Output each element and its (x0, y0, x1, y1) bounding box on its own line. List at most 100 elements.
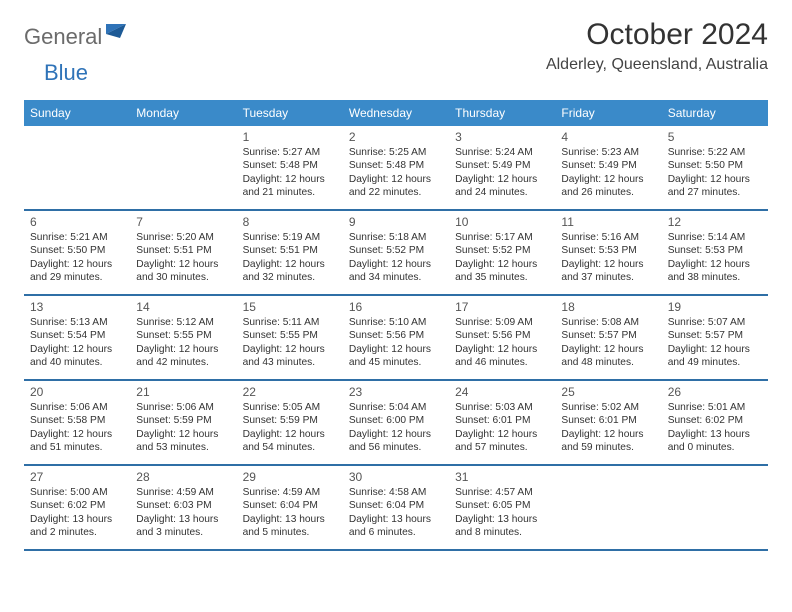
sunrise-text: Sunrise: 5:08 AM (561, 316, 655, 329)
calendar-day-cell: 12Sunrise: 5:14 AMSunset: 5:53 PMDayligh… (662, 211, 768, 294)
sunrise-text: Sunrise: 4:58 AM (349, 486, 443, 499)
calendar-day-cell: 28Sunrise: 4:59 AMSunset: 6:03 PMDayligh… (130, 466, 236, 549)
sunrise-text: Sunrise: 5:19 AM (243, 231, 337, 244)
calendar-day-cell: 10Sunrise: 5:17 AMSunset: 5:52 PMDayligh… (449, 211, 555, 294)
calendar-day-cell: 3 Sunrise: 5:24 AMSunset: 5:49 PMDaylight… (449, 126, 555, 209)
daylight-text: Daylight: 12 hours and 48 minutes. (561, 343, 653, 370)
sunrise-text: Sunrise: 5:06 AM (30, 401, 124, 414)
calendar-day-cell: 18Sunrise: 5:08 AMSunset: 5:57 PMDayligh… (555, 296, 661, 379)
sunrise-text: Sunrise: 5:27 AM (243, 146, 337, 159)
sunset-text: Sunset: 6:00 PM (349, 414, 443, 427)
sunset-text: Sunset: 5:52 PM (349, 244, 443, 257)
sunrise-text: Sunrise: 5:24 AM (455, 146, 549, 159)
calendar-head-cell: Tuesday (237, 100, 343, 126)
daylight-text: Daylight: 12 hours and 56 minutes. (349, 428, 441, 455)
calendar-day-cell (24, 126, 130, 209)
title-block: October 2024 Alderley, Queensland, Austr… (546, 18, 768, 74)
calendar-day-cell: 26Sunrise: 5:01 AMSunset: 6:02 PMDayligh… (662, 381, 768, 464)
calendar-day-cell: 24Sunrise: 5:03 AMSunset: 6:01 PMDayligh… (449, 381, 555, 464)
calendar: SundayMondayTuesdayWednesdayThursdayFrid… (24, 100, 768, 551)
day-number: 10 (455, 215, 549, 229)
day-number: 12 (668, 215, 762, 229)
daylight-text: Daylight: 12 hours and 49 minutes. (668, 343, 760, 370)
calendar-day-cell: 4Sunrise: 5:23 AMSunset: 5:49 PMDaylight… (555, 126, 661, 209)
calendar-week-row: 27Sunrise: 5:00 AMSunset: 6:02 PMDayligh… (24, 466, 768, 551)
daylight-text: Daylight: 13 hours and 2 minutes. (30, 513, 122, 540)
daylight-text: Daylight: 12 hours and 45 minutes. (349, 343, 441, 370)
day-number: 3 (455, 130, 549, 144)
daylight-text: Daylight: 12 hours and 59 minutes. (561, 428, 653, 455)
calendar-day-cell: 31Sunrise: 4:57 AMSunset: 6:05 PMDayligh… (449, 466, 555, 549)
sunset-text: Sunset: 5:55 PM (243, 329, 337, 342)
sunrise-text: Sunrise: 5:09 AM (455, 316, 549, 329)
sunset-text: Sunset: 5:58 PM (30, 414, 124, 427)
calendar-head-cell: Sunday (24, 100, 130, 126)
calendar-day-cell: 6Sunrise: 5:21 AMSunset: 5:50 PMDaylight… (24, 211, 130, 294)
sunset-text: Sunset: 6:02 PM (30, 499, 124, 512)
brand-word2: Blue (44, 60, 88, 85)
calendar-day-cell: 17Sunrise: 5:09 AMSunset: 5:56 PMDayligh… (449, 296, 555, 379)
daylight-text: Daylight: 13 hours and 5 minutes. (243, 513, 335, 540)
day-number: 1 (243, 130, 337, 144)
daylight-text: Daylight: 12 hours and 40 minutes. (30, 343, 122, 370)
calendar-day-cell: 14Sunrise: 5:12 AMSunset: 5:55 PMDayligh… (130, 296, 236, 379)
day-number: 7 (136, 215, 230, 229)
sunrise-text: Sunrise: 5:12 AM (136, 316, 230, 329)
day-number: 8 (243, 215, 337, 229)
sunrise-text: Sunrise: 5:04 AM (349, 401, 443, 414)
sunset-text: Sunset: 5:50 PM (668, 159, 762, 172)
daylight-text: Daylight: 13 hours and 8 minutes. (455, 513, 547, 540)
daylight-text: Daylight: 12 hours and 43 minutes. (243, 343, 335, 370)
sunset-text: Sunset: 5:48 PM (349, 159, 443, 172)
calendar-day-cell: 7Sunrise: 5:20 AMSunset: 5:51 PMDaylight… (130, 211, 236, 294)
calendar-day-cell: 16Sunrise: 5:10 AMSunset: 5:56 PMDayligh… (343, 296, 449, 379)
calendar-day-cell: 21Sunrise: 5:06 AMSunset: 5:59 PMDayligh… (130, 381, 236, 464)
sunrise-text: Sunrise: 5:00 AM (30, 486, 124, 499)
sunrise-text: Sunrise: 5:14 AM (668, 231, 762, 244)
sunset-text: Sunset: 5:49 PM (455, 159, 549, 172)
sunrise-text: Sunrise: 5:16 AM (561, 231, 655, 244)
sunset-text: Sunset: 5:59 PM (243, 414, 337, 427)
sunrise-text: Sunrise: 4:59 AM (243, 486, 337, 499)
calendar-body: 1Sunrise: 5:27 AMSunset: 5:48 PMDaylight… (24, 126, 768, 551)
day-number: 31 (455, 470, 549, 484)
sunset-text: Sunset: 6:01 PM (561, 414, 655, 427)
calendar-day-cell (130, 126, 236, 209)
daylight-text: Daylight: 12 hours and 22 minutes. (349, 173, 441, 200)
calendar-head-cell: Wednesday (343, 100, 449, 126)
sunrise-text: Sunrise: 5:23 AM (561, 146, 655, 159)
day-number: 4 (561, 130, 655, 144)
daylight-text: Daylight: 12 hours and 30 minutes. (136, 258, 228, 285)
sunset-text: Sunset: 5:57 PM (668, 329, 762, 342)
sunset-text: Sunset: 5:56 PM (455, 329, 549, 342)
sunset-text: Sunset: 5:53 PM (561, 244, 655, 257)
daylight-text: Daylight: 12 hours and 24 minutes. (455, 173, 547, 200)
calendar-day-cell: 1Sunrise: 5:27 AMSunset: 5:48 PMDaylight… (237, 126, 343, 209)
calendar-day-cell: 15Sunrise: 5:11 AMSunset: 5:55 PMDayligh… (237, 296, 343, 379)
sunrise-text: Sunrise: 5:25 AM (349, 146, 443, 159)
day-number: 26 (668, 385, 762, 399)
day-number: 14 (136, 300, 230, 314)
day-number: 22 (243, 385, 337, 399)
sunrise-text: Sunrise: 5:20 AM (136, 231, 230, 244)
sunrise-text: Sunrise: 5:13 AM (30, 316, 124, 329)
daylight-text: Daylight: 12 hours and 38 minutes. (668, 258, 760, 285)
daylight-text: Daylight: 12 hours and 27 minutes. (668, 173, 760, 200)
day-number: 29 (243, 470, 337, 484)
calendar-head-cell: Saturday (662, 100, 768, 126)
brand-word1: General (24, 24, 102, 50)
calendar-day-cell: 29Sunrise: 4:59 AMSunset: 6:04 PMDayligh… (237, 466, 343, 549)
daylight-text: Daylight: 12 hours and 42 minutes. (136, 343, 228, 370)
day-number: 15 (243, 300, 337, 314)
day-number: 19 (668, 300, 762, 314)
sunset-text: Sunset: 6:03 PM (136, 499, 230, 512)
calendar-day-cell: 8Sunrise: 5:19 AMSunset: 5:51 PMDaylight… (237, 211, 343, 294)
day-number: 2 (349, 130, 443, 144)
sunset-text: Sunset: 6:02 PM (668, 414, 762, 427)
sunset-text: Sunset: 5:49 PM (561, 159, 655, 172)
sunrise-text: Sunrise: 5:22 AM (668, 146, 762, 159)
calendar-head-cell: Thursday (449, 100, 555, 126)
sunset-text: Sunset: 6:01 PM (455, 414, 549, 427)
day-number: 9 (349, 215, 443, 229)
sunrise-text: Sunrise: 4:57 AM (455, 486, 549, 499)
